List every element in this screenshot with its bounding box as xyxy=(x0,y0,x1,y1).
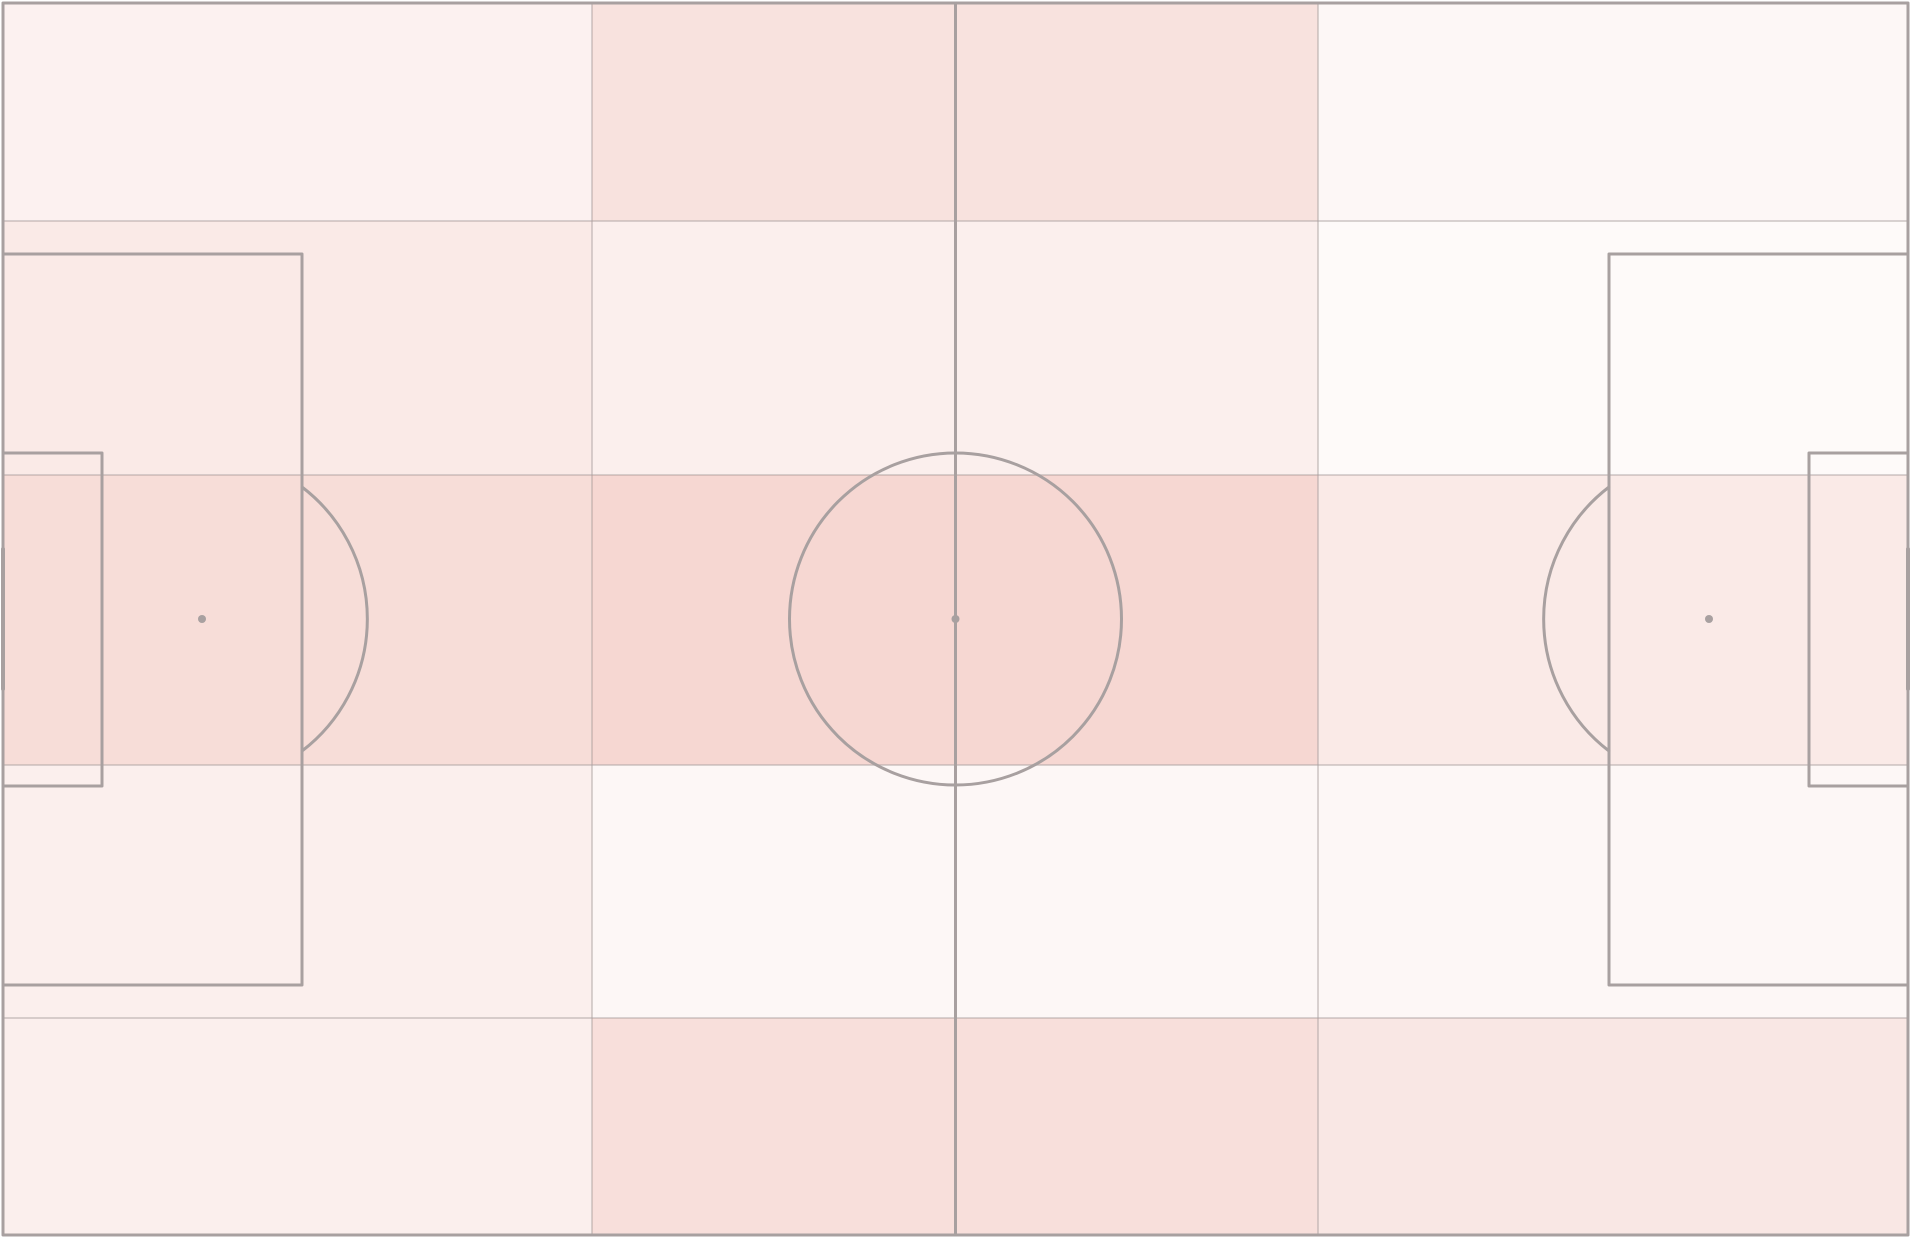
heatmap-cell-r2-c4 xyxy=(1317,220,1909,476)
heatmap-cell-r5-c3 xyxy=(954,1017,1319,1236)
heatmap-cell-r5-c2 xyxy=(591,1017,957,1236)
heatmap-cell-r1-c3 xyxy=(954,2,1319,222)
left-penalty-spot xyxy=(198,615,206,623)
heatmap-cell-r1-c4 xyxy=(1317,2,1909,222)
heatmap-cell-r3-c4 xyxy=(1317,474,1909,766)
heatmap-cell-r4-c3 xyxy=(954,764,1319,1019)
right-penalty-spot xyxy=(1705,615,1713,623)
heatmap-cell-r3-c1 xyxy=(2,474,593,766)
heatmap-cell-r5-c1 xyxy=(2,1017,593,1236)
center-circle xyxy=(788,451,1123,787)
left-penalty-arc xyxy=(300,485,369,753)
heatmap-cell-r4-c1 xyxy=(2,764,593,1019)
heatmap-cell-r4-c4 xyxy=(1317,764,1909,1019)
heatmap-cell-r4-c2 xyxy=(591,764,957,1019)
right-penalty-arc xyxy=(1542,485,1611,753)
heatmap-cell-r2-c3 xyxy=(954,220,1319,476)
center-spot xyxy=(951,615,960,623)
heatmap-cell-r1-c1 xyxy=(2,2,593,222)
heatmap-cell-r3-c2 xyxy=(591,474,957,766)
heatmap-cell-r2-c2 xyxy=(591,220,957,476)
heatmap-cell-r3-c3 xyxy=(954,474,1319,766)
heatmap-cell-r2-c1 xyxy=(2,220,593,476)
heatmap-cell-r1-c2 xyxy=(591,2,957,222)
heatmap-cell-r5-c4 xyxy=(1317,1017,1909,1236)
